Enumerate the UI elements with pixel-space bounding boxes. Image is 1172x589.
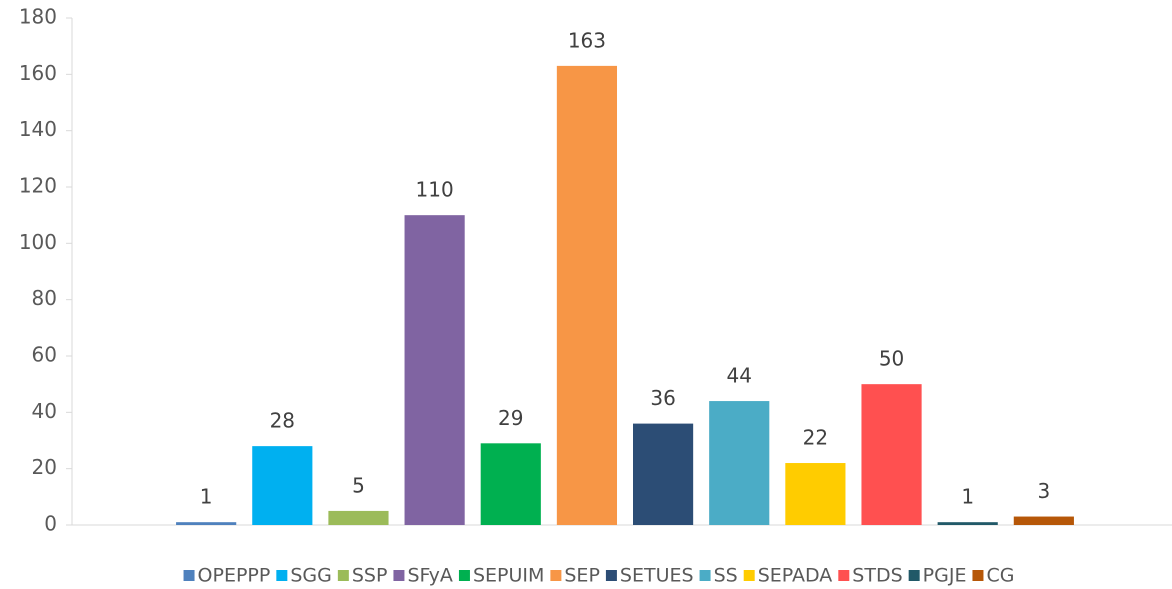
- bar: [556, 65, 618, 525]
- legend-label: SSP: [352, 565, 388, 587]
- bar: [404, 215, 465, 525]
- y-tick-label: 140: [19, 117, 57, 141]
- bar: [252, 446, 313, 525]
- value-label: 36: [650, 386, 675, 410]
- legend-label: SETUES: [620, 565, 694, 587]
- value-label: 44: [727, 364, 752, 388]
- value-label: 110: [416, 178, 454, 202]
- y-tick-label: 80: [32, 286, 57, 310]
- value-label: 28: [270, 409, 295, 433]
- legend-swatch: [605, 570, 617, 581]
- legend-label: SEP: [564, 565, 600, 587]
- legend-swatch: [838, 570, 850, 581]
- legend-swatch: [908, 570, 920, 581]
- legend-label: SEPADA: [758, 565, 833, 587]
- legend-swatch: [699, 570, 711, 581]
- legend-label: OPEPPP: [198, 565, 271, 587]
- bar: [633, 423, 694, 525]
- value-label: 5: [352, 473, 365, 497]
- bar: [709, 401, 770, 525]
- legend-swatch: [743, 570, 755, 581]
- legend-swatch: [183, 570, 195, 581]
- legend-label: STDS: [852, 565, 902, 587]
- value-label: 1: [961, 485, 974, 509]
- bar: [328, 510, 389, 525]
- bar: [937, 522, 998, 525]
- bar: [785, 463, 846, 525]
- y-tick-label: 0: [44, 512, 57, 536]
- y-tick-label: 40: [32, 399, 57, 423]
- value-label: 163: [568, 28, 606, 52]
- legend-label: CG: [986, 565, 1014, 587]
- legend-label: SS: [714, 565, 738, 587]
- legend-label: PGJE: [923, 565, 967, 587]
- y-tick-label: 120: [19, 174, 57, 198]
- legend-swatch: [972, 570, 984, 581]
- bar: [861, 384, 922, 525]
- bar: [1013, 516, 1074, 525]
- bar: [176, 522, 237, 525]
- y-tick-label: 60: [32, 343, 57, 367]
- value-label: 29: [498, 406, 523, 430]
- y-tick-label: 180: [19, 5, 57, 29]
- legend-swatch: [393, 570, 405, 581]
- value-label: 50: [879, 347, 904, 371]
- legend-swatch: [550, 570, 562, 581]
- legend-label: SEPUIM: [473, 565, 544, 587]
- legend-swatch: [276, 570, 288, 581]
- y-tick-label: 100: [19, 230, 57, 254]
- y-tick-label: 20: [32, 455, 57, 479]
- legend-swatch: [458, 570, 470, 581]
- y-tick-label: 160: [19, 61, 57, 85]
- value-label: 1: [200, 485, 213, 509]
- value-label: 3: [1037, 479, 1050, 503]
- legend-swatch: [337, 570, 349, 581]
- value-label: 22: [803, 426, 828, 450]
- legend-label: SFyA: [407, 565, 453, 587]
- bar: [480, 443, 541, 525]
- legend-label: SGG: [290, 565, 332, 587]
